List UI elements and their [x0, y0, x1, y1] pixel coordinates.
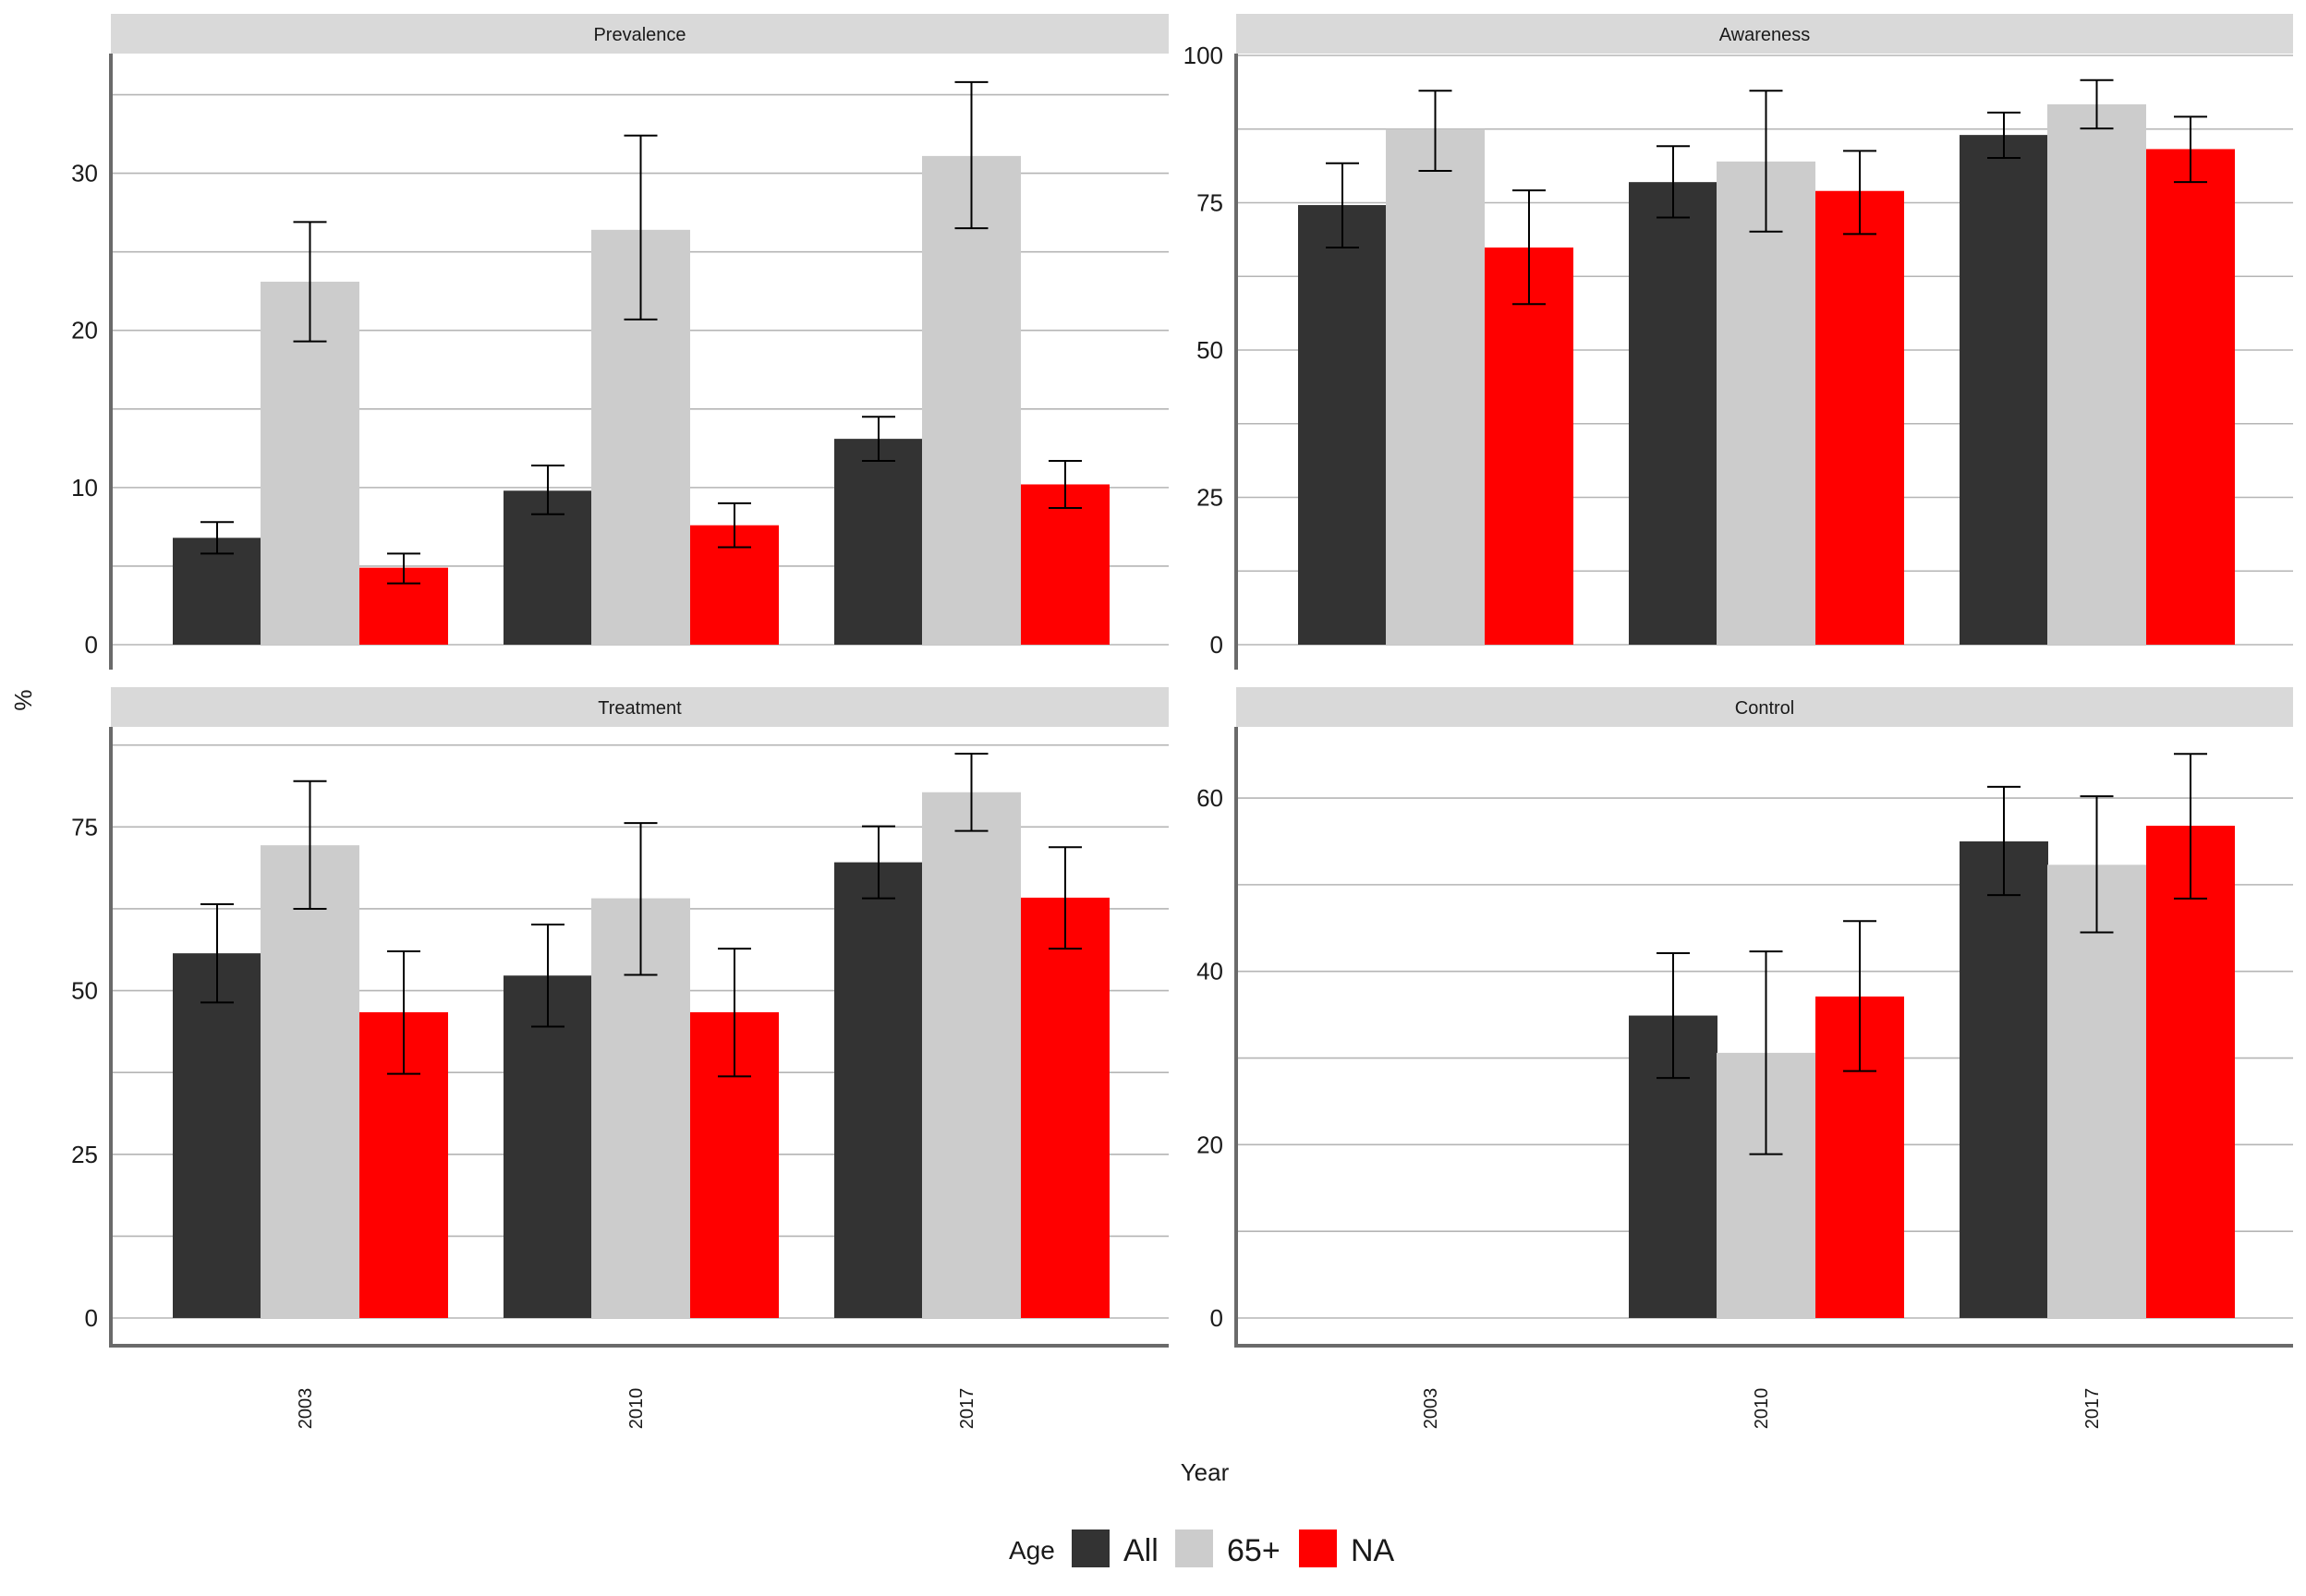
bar-treatment-2003-65plus — [261, 845, 359, 1318]
strip-treatment — [111, 687, 1169, 727]
bar-awareness-2003-65plus — [1386, 128, 1485, 645]
y-tick-label: 40 — [1196, 958, 1223, 985]
y-tick-label: 10 — [71, 474, 98, 502]
panel-treatment: Treatment 0 25 50 75 2003 2010 2017 — [71, 687, 1169, 1429]
y-tick-label: 20 — [71, 317, 98, 345]
strip-label-treatment: Treatment — [598, 698, 682, 719]
legend-title: Age — [1009, 1536, 1055, 1565]
bar-prevalence-2017-na — [1021, 484, 1110, 645]
x-tick-label: 2017 — [2082, 1388, 2103, 1430]
chart-panels: Prevalence 0 10 20 30 Awareness 0 25 50 75 100 Trea… — [71, 14, 2293, 1429]
legend-label-all: All — [1123, 1533, 1159, 1568]
bar-awareness-2010-all — [1629, 182, 1717, 646]
bar-prevalence-2017-all — [834, 439, 923, 645]
y-tick-label: 100 — [1183, 42, 1223, 69]
y-tick-label: 0 — [85, 631, 98, 659]
panel-control: Control 0 20 40 60 2003 2010 2017 — [1196, 687, 2293, 1429]
bar-treatment-2003-all — [173, 953, 261, 1318]
bar-treatment-2017-na — [1021, 897, 1110, 1318]
x-axis-title: Year — [1181, 1458, 1230, 1486]
bar-control-2017-65plus — [2047, 864, 2146, 1318]
strip-label-control: Control — [1735, 698, 1794, 719]
strip-label-awareness: Awareness — [1719, 25, 1811, 45]
strip-prevalence — [111, 14, 1169, 54]
y-tick-label: 50 — [1196, 336, 1223, 364]
bar-awareness-2017-na — [2146, 149, 2235, 645]
bar-awareness-2017-65plus — [2047, 103, 2146, 646]
bar-awareness-2010-65plus — [1717, 161, 1815, 646]
bar-awareness-2003-all — [1298, 205, 1387, 645]
y-axis-title: % — [9, 689, 37, 710]
bar-awareness-2010-na — [1815, 190, 1904, 646]
y-tick-label: 0 — [1210, 1304, 1223, 1332]
bar-treatment-2017-65plus — [922, 792, 1021, 1318]
legend-key-na — [1299, 1530, 1337, 1567]
y-tick-label: 75 — [1196, 189, 1223, 217]
bar-prevalence-2010-all — [504, 490, 592, 645]
x-tick-label: 2010 — [626, 1388, 647, 1430]
x-tick-label: 2017 — [957, 1388, 977, 1430]
x-tick-label: 2003 — [296, 1388, 316, 1430]
bar-awareness-2017-all — [1960, 135, 2048, 645]
strip-awareness — [1236, 14, 2293, 54]
strip-control — [1236, 687, 2293, 727]
bar-treatment-2017-all — [834, 862, 923, 1318]
strip-label-prevalence: Prevalence — [593, 25, 686, 45]
y-tick-label: 60 — [1196, 784, 1223, 812]
legend: Age All 65+ NA — [1009, 1530, 1395, 1568]
legend-label-65plus: 65+ — [1227, 1533, 1280, 1568]
y-tick-label: 0 — [85, 1304, 98, 1332]
bar-prevalence-2017-65plus — [922, 155, 1021, 646]
bar-control-2017-na — [2146, 826, 2235, 1318]
bar-awareness-2003-na — [1485, 247, 1573, 645]
y-tick-label: 25 — [71, 1141, 98, 1168]
y-tick-label: 25 — [1196, 484, 1223, 512]
y-tick-label: 0 — [1210, 631, 1223, 659]
legend-key-all — [1072, 1530, 1110, 1567]
y-tick-label: 75 — [71, 813, 98, 840]
bar-treatment-2010-all — [504, 975, 592, 1318]
bar-prevalence-2003-all — [173, 538, 261, 645]
panel-prevalence: Prevalence 0 10 20 30 — [71, 14, 1169, 670]
y-tick-label: 20 — [1196, 1130, 1223, 1158]
x-tick-label: 2003 — [1421, 1388, 1441, 1430]
y-tick-label: 30 — [71, 160, 98, 187]
y-tick-label: 50 — [71, 977, 98, 1005]
legend-key-65plus — [1175, 1530, 1213, 1567]
x-tick-label: 2010 — [1752, 1388, 1772, 1430]
panel-awareness: Awareness 0 25 50 75 100 — [1183, 14, 2293, 670]
bar-control-2017-all — [1960, 840, 2048, 1318]
legend-label-na: NA — [1351, 1533, 1395, 1568]
